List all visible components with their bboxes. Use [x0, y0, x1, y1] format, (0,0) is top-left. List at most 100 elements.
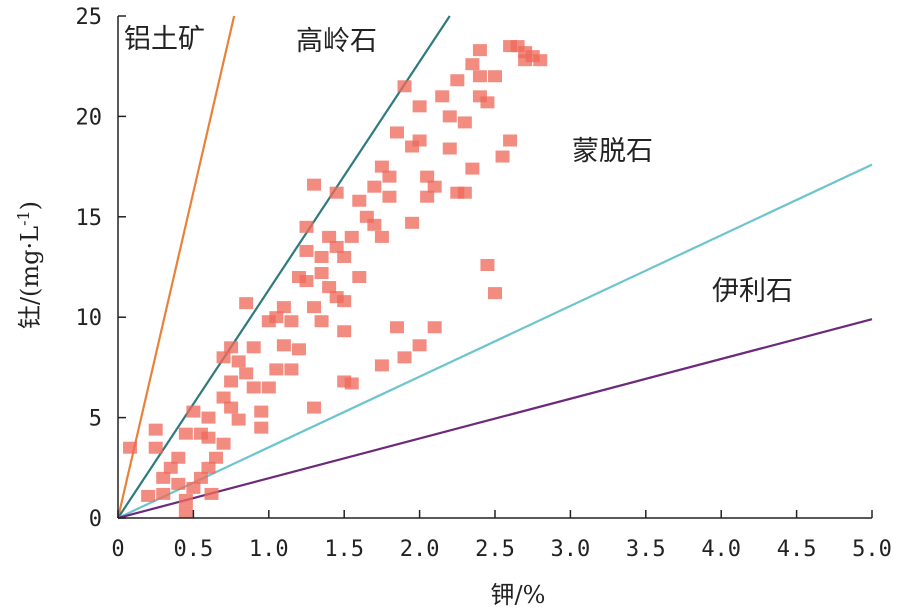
- axes: [117, 16, 872, 519]
- data-point: [412, 134, 427, 147]
- data-point: [503, 134, 518, 147]
- data-point: [148, 423, 163, 436]
- data-point: [420, 170, 435, 183]
- data-point: [224, 401, 239, 414]
- data-point: [156, 487, 171, 500]
- x-tick-label: 3.5: [626, 537, 666, 562]
- data-point: [322, 281, 337, 294]
- x-tick-label: 0: [111, 537, 124, 562]
- data-point: [269, 363, 284, 376]
- data-point: [178, 505, 193, 518]
- data-point: [329, 240, 344, 253]
- data-point: [148, 441, 163, 454]
- data-point: [299, 244, 314, 257]
- data-point: [405, 216, 420, 229]
- data-point: [322, 230, 337, 243]
- data-point: [420, 190, 435, 203]
- y-tick-label: 15: [76, 206, 103, 231]
- x-tick-label: 1.0: [249, 537, 289, 562]
- y-axis-title: 钍/(mg·L-1): [14, 201, 44, 329]
- data-point: [374, 230, 389, 243]
- data-point: [337, 325, 352, 338]
- x-tick-label: 1.5: [324, 537, 364, 562]
- y-tick-label: 20: [76, 105, 103, 130]
- data-point: [518, 54, 533, 67]
- data-point: [374, 160, 389, 173]
- x-tick-label: 5.0: [852, 537, 892, 562]
- data-point: [412, 100, 427, 113]
- data-point: [472, 44, 487, 57]
- data-point: [276, 339, 291, 352]
- data-point: [239, 297, 254, 310]
- y-axis-title-close: ): [16, 201, 44, 210]
- y-axis-title-superscript: -1: [14, 210, 33, 226]
- data-point: [231, 413, 246, 426]
- data-point: [163, 461, 178, 474]
- data-points: [123, 40, 548, 518]
- data-point: [201, 461, 216, 474]
- y-tick-label: 5: [89, 407, 102, 432]
- data-point: [480, 258, 495, 271]
- data-point: [239, 367, 254, 380]
- data-point: [450, 74, 465, 87]
- data-point: [246, 341, 261, 354]
- data-point: [216, 437, 231, 450]
- data-point: [495, 150, 510, 163]
- data-point: [186, 405, 201, 418]
- data-point: [457, 116, 472, 129]
- data-point: [231, 355, 246, 368]
- y-tick-label: 0: [89, 507, 102, 532]
- data-point: [533, 54, 548, 67]
- region-label-illite: 伊利石: [712, 276, 793, 307]
- data-point: [488, 70, 502, 83]
- data-point: [427, 180, 442, 193]
- reference-line-montmorillonite: [117, 163, 873, 519]
- data-point: [344, 230, 359, 243]
- data-point: [141, 489, 156, 502]
- data-point: [382, 170, 397, 183]
- x-tick-label: 2.5: [475, 537, 515, 562]
- data-point: [442, 142, 457, 155]
- data-point: [442, 110, 457, 123]
- data-point: [224, 375, 239, 388]
- data-point: [299, 275, 314, 288]
- data-point: [254, 421, 269, 434]
- data-point: [171, 477, 186, 490]
- data-point: [307, 178, 322, 191]
- data-point: [178, 493, 193, 506]
- data-point: [307, 401, 322, 414]
- region-label-kaolinite: 高岭石: [296, 26, 377, 57]
- data-point: [488, 287, 502, 300]
- data-point: [178, 427, 193, 440]
- data-point: [465, 162, 480, 175]
- data-point: [156, 471, 171, 484]
- data-point: [329, 186, 344, 199]
- data-point: [367, 218, 382, 231]
- x-ticks: 0 0.5 1.0 1.5 2.0 2.5 3.0 3.5 4.0 4.5 5.0: [111, 510, 892, 562]
- data-point: [123, 441, 138, 454]
- region-label-montmorillonite: 蒙脱石: [572, 136, 653, 167]
- data-point: [457, 186, 472, 199]
- data-point: [284, 315, 299, 328]
- x-tick-label: 4.5: [777, 537, 817, 562]
- data-point: [427, 321, 442, 334]
- x-tick-label: 2.0: [400, 537, 440, 562]
- data-point: [480, 96, 495, 109]
- data-point: [216, 391, 231, 404]
- region-label-bauxite: 铝土矿: [124, 24, 205, 55]
- data-point: [201, 411, 216, 424]
- data-point: [344, 377, 359, 390]
- data-point: [299, 220, 314, 233]
- data-point: [209, 451, 224, 464]
- x-tick-label: 0.5: [174, 537, 214, 562]
- data-point: [204, 487, 219, 500]
- reference-lines: [116, 15, 873, 520]
- data-point: [171, 451, 186, 464]
- data-point: [472, 70, 487, 83]
- x-tick-label: 3.0: [551, 537, 591, 562]
- data-point: [435, 90, 450, 103]
- y-tick-label: 25: [76, 5, 103, 30]
- data-point: [337, 295, 352, 308]
- reference-line-bauxite: [116, 15, 236, 519]
